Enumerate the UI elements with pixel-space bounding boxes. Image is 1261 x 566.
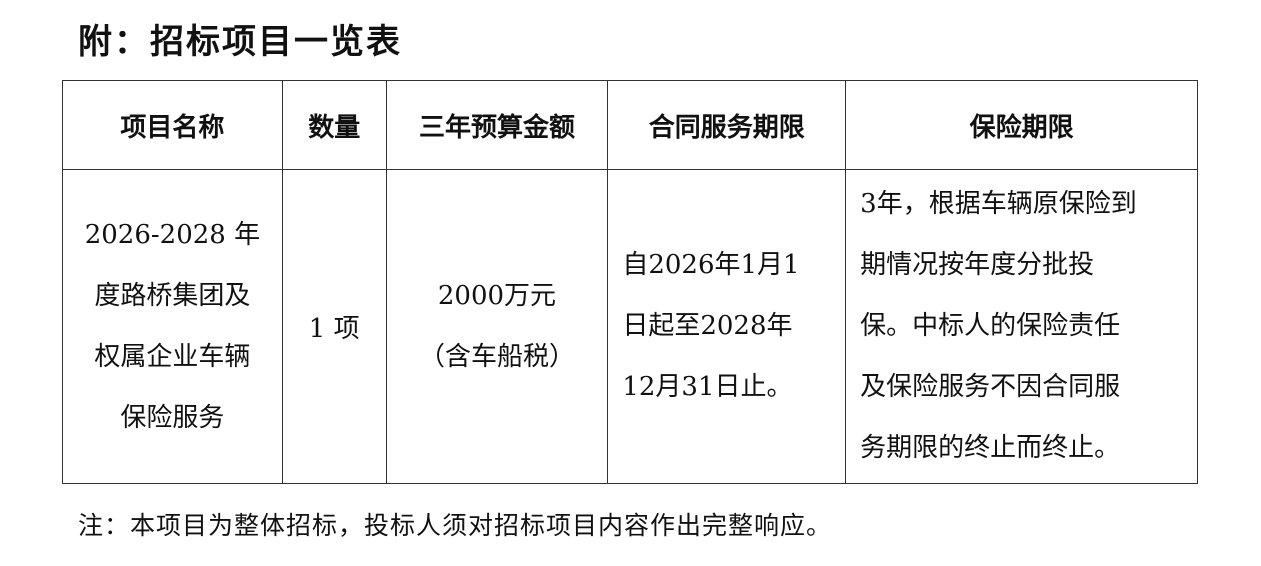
text-line: 2000万元 bbox=[437, 280, 557, 311]
page-title: 附：招标项目一览表 bbox=[78, 22, 402, 62]
header-project-name: 项目名称 bbox=[62, 80, 283, 170]
text-line: 度路桥集团及 bbox=[94, 280, 251, 311]
text-line: （含车船税） bbox=[418, 341, 575, 372]
cell-insurance-term: 3年，根据车辆原保险到 期情况按年度分批投 保。中标人的保险责任 及保险服务不因… bbox=[845, 169, 1198, 484]
table-header-row: 项目名称 数量 三年预算金额 合同服务期限 保险期限 bbox=[62, 80, 1198, 170]
text-line: 保。中标人的保险责任 bbox=[860, 311, 1121, 341]
text-line: 2026-2028 年 bbox=[84, 219, 261, 250]
header-budget: 三年预算金额 bbox=[385, 80, 609, 170]
cell-quantity: 1 项 bbox=[281, 169, 387, 484]
text-line: 3年，根据车辆原保险到 bbox=[860, 189, 1137, 219]
header-quantity: 数量 bbox=[281, 80, 387, 170]
text-line: 务期限的终止而终止。 bbox=[860, 433, 1121, 463]
table-row: 2026-2028 年 度路桥集团及 权属企业车辆 保险服务 1 项 2000万… bbox=[62, 169, 1198, 484]
text-line: 保险服务 bbox=[120, 402, 225, 433]
cell-service-term: 自2026年1月1 日起至2028年 12月31日止。 bbox=[607, 169, 847, 484]
cell-budget: 2000万元 （含车船税） bbox=[385, 169, 609, 484]
text-line: 及保险服务不因合同服 bbox=[860, 372, 1121, 402]
bidding-items-table: 项目名称 数量 三年预算金额 合同服务期限 保险期限 2026-2028 年 度… bbox=[62, 80, 1198, 484]
header-service-term: 合同服务期限 bbox=[607, 80, 847, 170]
header-insurance-term: 保险期限 bbox=[845, 80, 1198, 170]
text-line: 期情况按年度分批投 bbox=[860, 250, 1095, 280]
text-line: 自2026年1月1 bbox=[622, 250, 800, 280]
text-line: 权属企业车辆 bbox=[94, 341, 251, 372]
footnote: 注：本项目为整体招标，投标人须对招标项目内容作出完整响应。 bbox=[78, 511, 833, 540]
cell-project-name: 2026-2028 年 度路桥集团及 权属企业车辆 保险服务 bbox=[62, 169, 283, 484]
text-line: 日起至2028年 bbox=[622, 311, 793, 341]
text-line: 12月31日止。 bbox=[622, 372, 793, 402]
